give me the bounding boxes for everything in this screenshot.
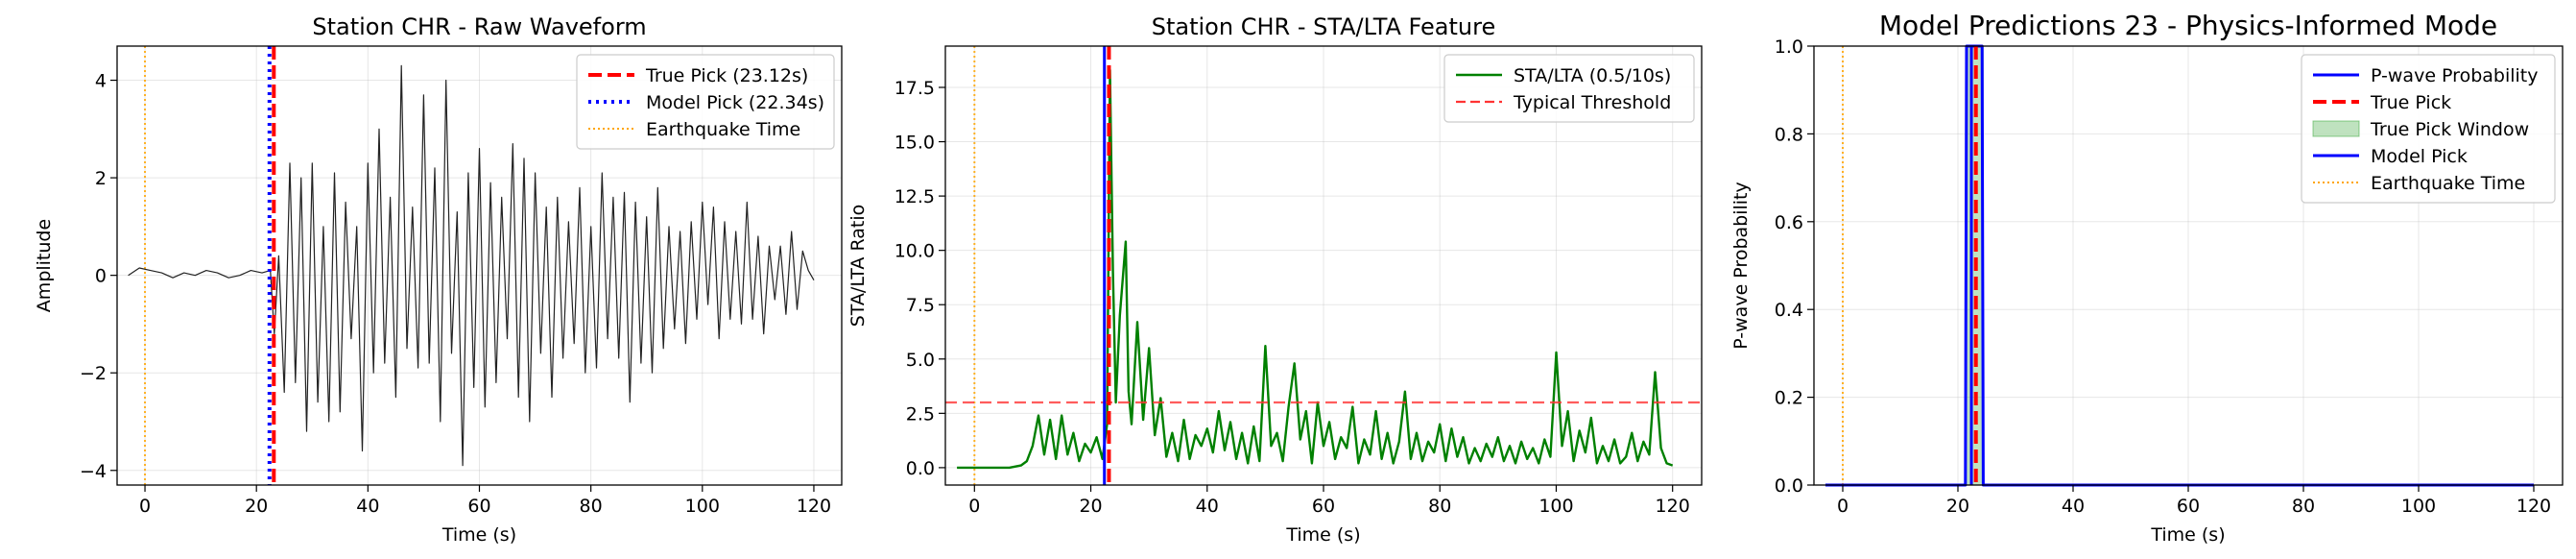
y-tick-label: −2 (80, 363, 107, 384)
x-tick-label: 40 (356, 496, 379, 517)
x-tick-label: 0 (968, 496, 980, 517)
y-tick-label: 4 (95, 71, 107, 92)
y-tick-label: 15.0 (894, 133, 935, 154)
legend-label: Model Pick (22.34s) (646, 92, 824, 113)
panel-model-predictions: 0 20 40 60 80 100 120 0.0 0.2 0.4 0.6 0.8 1.0 Model… (1730, 10, 2564, 546)
y-tick-label: 1.0 (1775, 36, 1803, 58)
x-ticks: 0 20 40 60 80 100 120 (139, 485, 831, 517)
x-tick-label: 120 (1656, 496, 1690, 517)
series-line (957, 68, 1674, 470)
x-tick-label: 60 (2177, 496, 2200, 517)
x-tick-label: 20 (245, 496, 268, 517)
x-tick-label: 0 (139, 496, 151, 517)
y-ticks: −4 −2 0 2 4 (80, 71, 117, 482)
y-tick-label: −4 (80, 461, 107, 482)
x-tick-label: 40 (2062, 496, 2085, 517)
y-tick-label: 10.0 (894, 241, 935, 262)
y-tick-label: 0.2 (1775, 388, 1803, 409)
y-tick-label: 0 (95, 266, 107, 287)
x-axis-label: Time (s) (441, 524, 516, 546)
y-tick-label: 7.5 (906, 295, 935, 316)
y-tick-label: 2 (95, 168, 107, 189)
legend-label: P-wave Probability (2371, 65, 2539, 86)
x-tick-label: 40 (1196, 496, 1219, 517)
legend-label: True Pick Window (2370, 119, 2529, 140)
y-tick-label: 0.4 (1775, 300, 1803, 321)
x-tick-label: 0 (1837, 496, 1849, 517)
legend-label: True Pick (23.12s) (645, 65, 808, 86)
legend-box (2301, 54, 2556, 204)
x-tick-label: 80 (2292, 496, 2315, 517)
panel-raw-waveform: 0 20 40 60 80 100 120 −4 −2 0 2 4 Station CHR - Ra… (34, 13, 843, 546)
x-tick-label: 60 (1312, 496, 1335, 517)
x-tick-label: 20 (1946, 496, 1969, 517)
legend-label: Model Pick (2371, 146, 2468, 167)
legend-box (576, 54, 835, 150)
y-axis-label: Amplitude (34, 219, 55, 312)
series-line (128, 64, 815, 467)
x-tick-label: 60 (467, 496, 490, 517)
x-tick-label: 80 (580, 496, 603, 517)
y-tick-label: 12.5 (894, 186, 935, 207)
y-ticks: 0.0 0.2 0.4 0.6 0.8 1.0 (1775, 36, 1814, 497)
x-tick-label: 100 (1538, 496, 1573, 517)
panel-sta-lta: 0 20 40 60 80 100 120 0.0 2.5 5.0 7.5 10.0 12.5 15.0… (847, 13, 1703, 546)
grid (945, 46, 1702, 485)
legend: P-wave Probability True Pick True Pick Win… (2301, 54, 2556, 204)
legend-label: Earthquake Time (646, 119, 800, 140)
y-axis-label: P-wave Probability (1730, 182, 1752, 350)
legend-label: STA/LTA (0.5/10s) (1514, 65, 1671, 86)
y-tick-label: 17.5 (894, 78, 935, 99)
x-axis-label: Time (s) (2150, 524, 2225, 546)
chart-title: Station CHR - STA/LTA Feature (1152, 13, 1496, 40)
x-tick-label: 120 (2516, 496, 2551, 517)
y-tick-label: 5.0 (906, 350, 935, 371)
x-ticks: 0 20 40 60 80 100 120 (968, 485, 1690, 517)
legend-label: Earthquake Time (2371, 173, 2525, 194)
y-tick-label: 0.0 (1775, 475, 1803, 497)
y-tick-label: 0.6 (1775, 212, 1803, 233)
x-tick-label: 20 (1079, 496, 1102, 517)
x-axis-label: Time (s) (1285, 524, 1360, 546)
legend: STA/LTA (0.5/10s) Typical Threshold (1443, 54, 1695, 123)
legend-label: Typical Threshold (1513, 92, 1671, 113)
y-tick-label: 0.8 (1775, 124, 1803, 145)
y-ticks: 0.0 2.5 5.0 7.5 10.0 12.5 15.0 17.5 (894, 78, 945, 479)
legend: True Pick (23.12s) Model Pick (22.34s) Ear… (576, 54, 835, 150)
x-ticks: 0 20 40 60 80 100 120 (1837, 485, 2551, 517)
plot-area (128, 46, 815, 485)
legend-label: True Pick (2370, 92, 2451, 113)
x-tick-label: 100 (2401, 496, 2436, 517)
legend-swatch (2312, 120, 2360, 137)
x-tick-label: 80 (1428, 496, 1451, 517)
legend-box (1443, 54, 1695, 123)
x-tick-label: 120 (797, 496, 831, 517)
y-tick-label: 0.0 (906, 458, 935, 479)
chart-title: Station CHR - Raw Waveform (312, 13, 646, 40)
y-axis-label: STA/LTA Ratio (847, 205, 869, 328)
x-tick-label: 100 (685, 496, 720, 517)
plot-area (945, 46, 1702, 485)
chart-title: Model Predictions 23 - Physics-Informed … (1879, 10, 2497, 41)
y-tick-label: 2.5 (906, 403, 935, 425)
